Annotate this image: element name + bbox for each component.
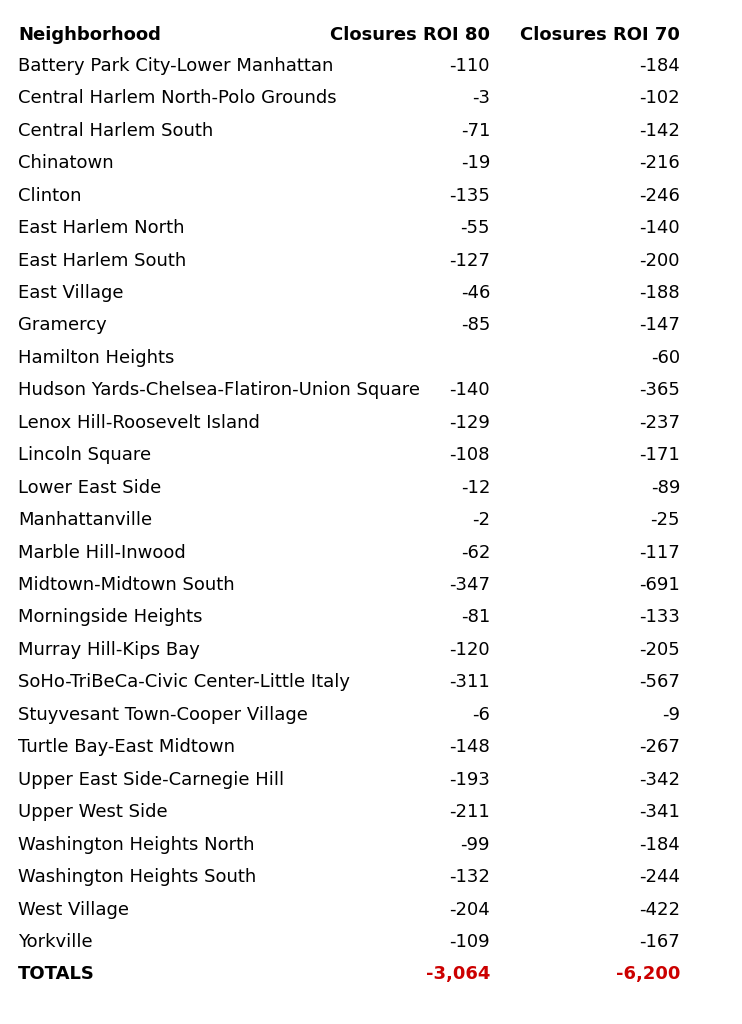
Text: -60: -60 xyxy=(651,349,680,367)
Text: -148: -148 xyxy=(449,738,490,757)
Text: -109: -109 xyxy=(450,933,490,951)
Text: -244: -244 xyxy=(639,868,680,886)
Text: -140: -140 xyxy=(450,381,490,399)
Text: Central Harlem North-Polo Grounds: Central Harlem North-Polo Grounds xyxy=(18,89,337,108)
Text: -110: -110 xyxy=(450,56,490,75)
Text: -246: -246 xyxy=(639,186,680,205)
Text: Closures ROI 70: Closures ROI 70 xyxy=(520,26,680,44)
Text: -12: -12 xyxy=(461,478,490,497)
Text: -342: -342 xyxy=(639,771,680,788)
Text: Gramercy: Gramercy xyxy=(18,316,107,335)
Text: -204: -204 xyxy=(449,900,490,919)
Text: Closures ROI 80: Closures ROI 80 xyxy=(330,26,490,44)
Text: Murray Hill-Kips Bay: Murray Hill-Kips Bay xyxy=(18,641,200,658)
Text: -184: -184 xyxy=(640,836,680,854)
Text: East Harlem North: East Harlem North xyxy=(18,219,185,238)
Text: Washington Heights North: Washington Heights North xyxy=(18,836,255,854)
Text: Clinton: Clinton xyxy=(18,186,82,205)
Text: -99: -99 xyxy=(461,836,490,854)
Text: -55: -55 xyxy=(461,219,490,238)
Text: -117: -117 xyxy=(640,544,680,561)
Text: Turtle Bay-East Midtown: Turtle Bay-East Midtown xyxy=(18,738,235,757)
Text: Battery Park City-Lower Manhattan: Battery Park City-Lower Manhattan xyxy=(18,56,333,75)
Text: -347: -347 xyxy=(449,577,490,594)
Text: -46: -46 xyxy=(461,284,490,302)
Text: -341: -341 xyxy=(639,803,680,821)
Text: -167: -167 xyxy=(640,933,680,951)
Text: -9: -9 xyxy=(662,706,680,724)
Text: -422: -422 xyxy=(639,900,680,919)
Text: -85: -85 xyxy=(461,316,490,335)
Text: Chinatown: Chinatown xyxy=(18,155,114,172)
Text: East Harlem South: East Harlem South xyxy=(18,252,186,269)
Text: Midtown-Midtown South: Midtown-Midtown South xyxy=(18,577,234,594)
Text: Hudson Yards-Chelsea-Flatiron-Union Square: Hudson Yards-Chelsea-Flatiron-Union Squa… xyxy=(18,381,420,399)
Text: Morningside Heights: Morningside Heights xyxy=(18,608,203,627)
Text: Central Harlem South: Central Harlem South xyxy=(18,122,213,139)
Text: -365: -365 xyxy=(639,381,680,399)
Text: Marble Hill-Inwood: Marble Hill-Inwood xyxy=(18,544,186,561)
Text: -62: -62 xyxy=(461,544,490,561)
Text: -267: -267 xyxy=(639,738,680,757)
Text: -193: -193 xyxy=(449,771,490,788)
Text: SoHo-TriBeCa-Civic Center-Little Italy: SoHo-TriBeCa-Civic Center-Little Italy xyxy=(18,674,350,691)
Text: -311: -311 xyxy=(449,674,490,691)
Text: -120: -120 xyxy=(450,641,490,658)
Text: -3: -3 xyxy=(472,89,490,108)
Text: -89: -89 xyxy=(651,478,680,497)
Text: -133: -133 xyxy=(639,608,680,627)
Text: Yorkville: Yorkville xyxy=(18,933,93,951)
Text: Lincoln Square: Lincoln Square xyxy=(18,446,151,464)
Text: Lower East Side: Lower East Side xyxy=(18,478,161,497)
Text: -691: -691 xyxy=(640,577,680,594)
Text: Upper West Side: Upper West Side xyxy=(18,803,168,821)
Text: -129: -129 xyxy=(449,414,490,432)
Text: -6: -6 xyxy=(472,706,490,724)
Text: East Village: East Village xyxy=(18,284,123,302)
Text: Hamilton Heights: Hamilton Heights xyxy=(18,349,174,367)
Text: -140: -140 xyxy=(640,219,680,238)
Text: -25: -25 xyxy=(651,511,680,529)
Text: -188: -188 xyxy=(640,284,680,302)
Text: -211: -211 xyxy=(449,803,490,821)
Text: -216: -216 xyxy=(640,155,680,172)
Text: -3,064: -3,064 xyxy=(426,966,490,983)
Text: -6,200: -6,200 xyxy=(616,966,680,983)
Text: -184: -184 xyxy=(640,56,680,75)
Text: -237: -237 xyxy=(639,414,680,432)
Text: -147: -147 xyxy=(639,316,680,335)
Text: -142: -142 xyxy=(639,122,680,139)
Text: Washington Heights South: Washington Heights South xyxy=(18,868,256,886)
Text: West Village: West Village xyxy=(18,900,129,919)
Text: TOTALS: TOTALS xyxy=(18,966,95,983)
Text: Upper East Side-Carnegie Hill: Upper East Side-Carnegie Hill xyxy=(18,771,284,788)
Text: -205: -205 xyxy=(640,641,680,658)
Text: Lenox Hill-Roosevelt Island: Lenox Hill-Roosevelt Island xyxy=(18,414,260,432)
Text: -171: -171 xyxy=(640,446,680,464)
Text: -108: -108 xyxy=(450,446,490,464)
Text: -127: -127 xyxy=(449,252,490,269)
Text: -102: -102 xyxy=(640,89,680,108)
Text: -135: -135 xyxy=(449,186,490,205)
Text: Stuyvesant Town-Cooper Village: Stuyvesant Town-Cooper Village xyxy=(18,706,308,724)
Text: Neighborhood: Neighborhood xyxy=(18,26,161,44)
Text: -81: -81 xyxy=(461,608,490,627)
Text: -19: -19 xyxy=(461,155,490,172)
Text: Manhattanville: Manhattanville xyxy=(18,511,152,529)
Text: -2: -2 xyxy=(472,511,490,529)
Text: -132: -132 xyxy=(449,868,490,886)
Text: -71: -71 xyxy=(461,122,490,139)
Text: -567: -567 xyxy=(639,674,680,691)
Text: -200: -200 xyxy=(640,252,680,269)
